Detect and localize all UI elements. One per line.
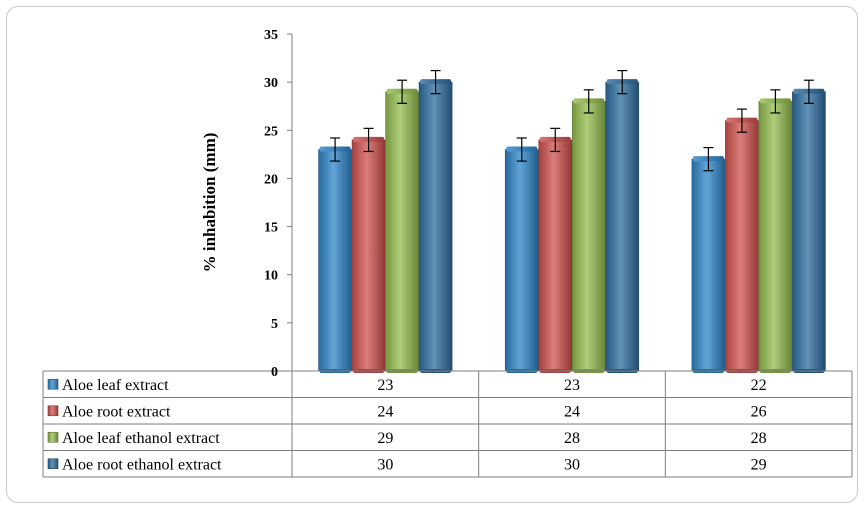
bar bbox=[725, 120, 759, 372]
bar bbox=[571, 101, 606, 372]
legend-label: Aloe leaf ethanol extract bbox=[62, 430, 220, 447]
legend-swatch bbox=[47, 431, 59, 443]
bar bbox=[504, 149, 539, 372]
bar bbox=[351, 139, 386, 372]
table-cell-value: 24 bbox=[564, 403, 580, 420]
legend-swatch bbox=[47, 405, 59, 417]
table-cell-value: 22 bbox=[751, 377, 767, 394]
y-axis-title: % inhabition (mm) bbox=[200, 133, 219, 273]
bar bbox=[758, 101, 793, 372]
bar bbox=[418, 81, 453, 372]
table-cell-value: 24 bbox=[377, 403, 393, 420]
table-cell-value: 30 bbox=[377, 456, 393, 473]
bar bbox=[318, 149, 352, 372]
y-tick-label: 0 bbox=[271, 365, 278, 380]
y-tick-label: 5 bbox=[271, 317, 278, 332]
y-tick-label: 15 bbox=[264, 221, 278, 236]
y-tick-label: 35 bbox=[264, 28, 278, 43]
table-cell-value: 23 bbox=[564, 377, 580, 394]
table-cell-value: 23 bbox=[377, 377, 393, 394]
y-tick-label: 30 bbox=[264, 76, 278, 91]
table-cell-value: 30 bbox=[564, 456, 580, 473]
bar bbox=[691, 158, 726, 372]
bar bbox=[385, 91, 419, 372]
table-cell-value: 28 bbox=[751, 430, 767, 447]
bar bbox=[605, 81, 640, 372]
legend-swatch bbox=[47, 378, 59, 390]
y-tick-label: 25 bbox=[264, 124, 278, 139]
y-tick-label: 20 bbox=[264, 172, 278, 187]
bar bbox=[792, 91, 826, 372]
legend-label: Aloe root extract bbox=[62, 403, 171, 420]
table-cell-value: 28 bbox=[564, 430, 580, 447]
bar bbox=[538, 139, 573, 372]
table-cell-value: 29 bbox=[751, 456, 767, 473]
table-cell-value: 29 bbox=[377, 430, 393, 447]
legend-swatch bbox=[47, 458, 59, 470]
legend-label: Aloe root ethanol extract bbox=[62, 456, 222, 473]
y-tick-label: 10 bbox=[264, 269, 278, 284]
table-cell-value: 26 bbox=[751, 403, 767, 420]
legend-label: Aloe leaf extract bbox=[62, 377, 169, 394]
